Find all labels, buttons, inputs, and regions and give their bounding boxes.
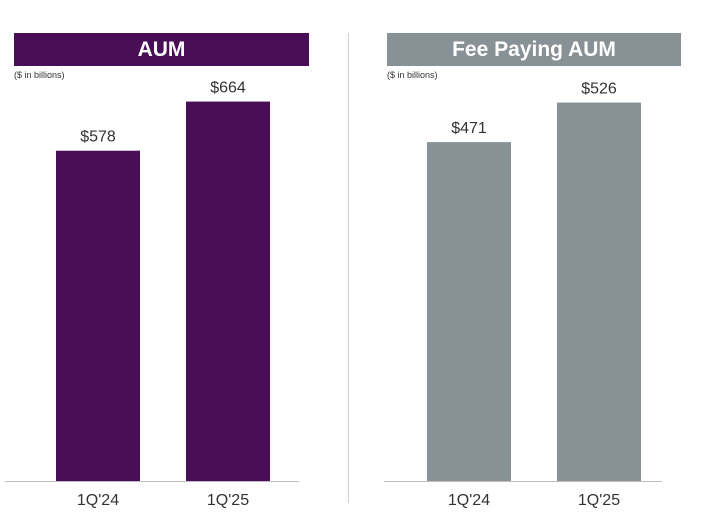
fee-paying-aum-x-tick-label-1: 1Q'24 xyxy=(448,492,490,509)
fee-paying-aum-unit-label: ($ in billions) xyxy=(387,70,438,80)
aum-x-tick-label-1: 1Q'24 xyxy=(77,492,119,509)
aum-value-label-2: $664 xyxy=(210,80,246,97)
fee-paying-aum-value-label-2: $526 xyxy=(581,81,617,98)
fee-paying-aum-bar-1 xyxy=(427,142,511,482)
aum-unit-label: ($ in billions) xyxy=(14,70,65,80)
aum-value-label-1: $578 xyxy=(80,129,116,146)
aum-bar-chart: $578 1Q'24 $664 1Q'25 xyxy=(5,80,299,509)
fee-paying-aum-chart-title: Fee Paying AUM xyxy=(387,33,681,66)
panel-divider xyxy=(348,33,349,503)
aum-bar-2 xyxy=(186,101,270,482)
fee-paying-aum-chart-panel: Fee Paying AUM ($ in billions) $471 1Q'24… xyxy=(355,0,703,523)
fee-paying-aum-value-label-1: $471 xyxy=(451,120,487,137)
aum-x-tick-label-2: 1Q'25 xyxy=(207,492,249,509)
aum-chart-panel: AUM ($ in billions) $578 1Q'24 $664 1Q'25 xyxy=(0,0,340,523)
aum-chart-title: AUM xyxy=(14,33,309,66)
aum-bar-1 xyxy=(56,150,140,481)
fee-paying-aum-x-tick-label-2: 1Q'25 xyxy=(578,492,620,509)
fee-paying-aum-bar-chart: $471 1Q'24 $526 1Q'25 xyxy=(384,81,662,509)
fee-paying-aum-bar-2 xyxy=(557,102,641,481)
